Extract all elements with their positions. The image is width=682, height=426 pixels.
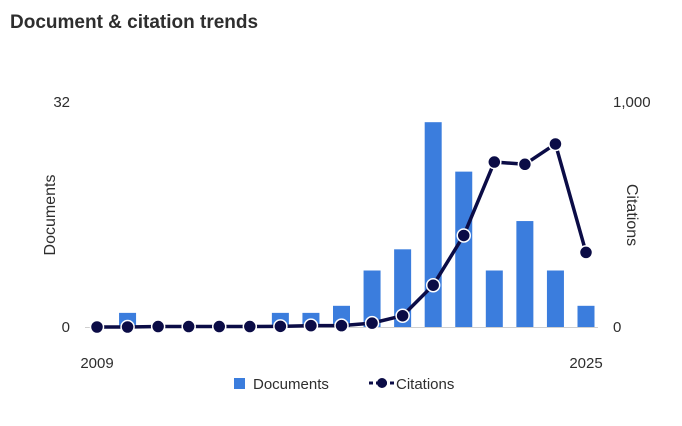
y-right-tick-top: 1,000 (613, 94, 651, 111)
citations-point-2015 (273, 319, 288, 334)
documents-bar-2020 (424, 122, 442, 327)
legend-citations-marker (377, 378, 387, 388)
documents-bar-2024 (546, 270, 564, 327)
y-left-tick-top: 32 (53, 94, 70, 111)
documents-bar-2025 (577, 305, 595, 327)
citations-point-2011 (150, 319, 166, 334)
citations-point-2024 (548, 136, 563, 152)
legend-citations-label: Citations (396, 376, 454, 393)
documents-bar-2021 (455, 171, 473, 327)
legend-documents-swatch (234, 378, 245, 389)
documents-bar-2019 (394, 249, 412, 327)
citations-point-2014 (242, 319, 258, 334)
citations-line-layer (89, 136, 594, 335)
citations-point-2012 (181, 319, 196, 334)
citations-point-2022 (487, 154, 502, 170)
legend: Documents Citations (234, 376, 454, 393)
y-left-tick-bottom: 0 (62, 319, 70, 336)
citations-line (97, 142, 588, 329)
citations-point-2025 (578, 245, 594, 260)
y-left-axis-title: Documents (42, 175, 59, 256)
chart-title: Document & citation trends (10, 12, 259, 33)
citations-point-2017 (334, 318, 349, 333)
citations-point-2021 (456, 228, 471, 243)
x-tick-first: 2009 (80, 355, 113, 372)
citations-point-2009 (89, 319, 105, 335)
citations-point-2010 (120, 319, 135, 335)
documents-bar-2022 (485, 270, 503, 327)
citations-point-2018 (364, 315, 380, 331)
documents-bars (119, 122, 595, 327)
legend-documents-label: Documents (253, 376, 329, 393)
citations-point-2020 (425, 277, 441, 293)
documents-bar-2023 (516, 221, 534, 327)
y-right-axis-title: Citations (623, 184, 640, 246)
x-tick-last: 2025 (569, 355, 602, 372)
citations-point-2023 (517, 157, 533, 172)
citations-point-2019 (395, 308, 410, 323)
citations-point-2016 (303, 318, 319, 333)
documents-bar-2018 (363, 270, 381, 327)
y-right-tick-bottom: 0 (613, 319, 621, 336)
citations-point-2013 (212, 319, 227, 334)
